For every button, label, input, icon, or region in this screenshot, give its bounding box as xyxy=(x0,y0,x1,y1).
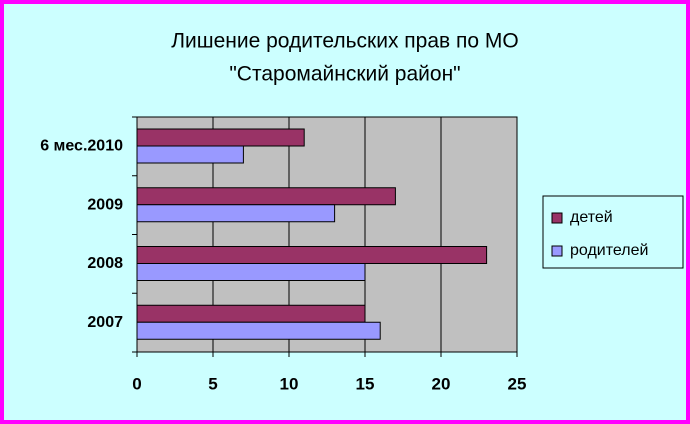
bar xyxy=(136,187,396,206)
bar xyxy=(136,246,488,264)
legend-box xyxy=(542,195,684,269)
bar xyxy=(136,304,366,323)
legend-label: родителей xyxy=(570,242,648,259)
x-tick-label: 25 xyxy=(508,374,527,393)
x-tick-label: 20 xyxy=(432,374,451,393)
bar xyxy=(136,145,244,164)
x-tick-label: 15 xyxy=(356,374,375,393)
chart-title: Лишение родительских прав по МО xyxy=(171,30,519,53)
y-tick-label: 2007 xyxy=(87,314,123,331)
legend-label: детей xyxy=(570,209,613,226)
legend-swatch xyxy=(551,245,563,257)
x-tick-label: 0 xyxy=(132,374,141,393)
bar xyxy=(136,321,381,340)
y-tick-label: 6 мес.2010 xyxy=(40,138,123,155)
y-tick-label: 2009 xyxy=(87,196,123,213)
bar xyxy=(136,128,305,147)
legend-swatch xyxy=(551,212,563,224)
bar xyxy=(136,263,366,281)
x-tick-label: 10 xyxy=(280,374,299,393)
y-tick-label: 2008 xyxy=(87,255,123,272)
bar xyxy=(136,204,336,223)
x-tick-label: 5 xyxy=(208,374,217,393)
chart-title: "Старомайнский район" xyxy=(229,63,460,86)
